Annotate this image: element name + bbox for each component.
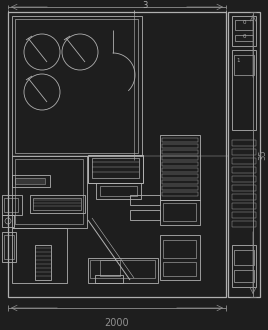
Bar: [162, 180, 198, 184]
Bar: [2, 232, 16, 262]
Text: 3: 3: [142, 2, 148, 11]
Bar: [232, 212, 256, 218]
Bar: [160, 235, 200, 280]
Bar: [234, 250, 254, 265]
Bar: [162, 192, 198, 196]
Bar: [95, 275, 123, 283]
Bar: [15, 178, 45, 184]
Bar: [4, 198, 18, 212]
Bar: [232, 245, 256, 287]
Bar: [4, 235, 14, 259]
Bar: [162, 144, 198, 148]
Bar: [88, 155, 143, 183]
Bar: [130, 195, 160, 205]
Bar: [162, 138, 198, 142]
Bar: [15, 19, 138, 153]
Bar: [234, 270, 254, 282]
Bar: [8, 12, 226, 297]
Bar: [163, 262, 196, 276]
Bar: [92, 158, 139, 178]
Bar: [232, 176, 256, 182]
Bar: [232, 185, 256, 191]
Bar: [2, 195, 22, 215]
Bar: [232, 50, 256, 130]
Bar: [90, 260, 155, 278]
Bar: [2, 215, 14, 227]
Bar: [15, 159, 83, 224]
Bar: [163, 203, 196, 221]
Bar: [96, 183, 141, 199]
Bar: [232, 221, 256, 227]
Text: 2000: 2000: [105, 318, 129, 328]
Text: 1: 1: [236, 57, 240, 62]
Bar: [162, 156, 198, 160]
Bar: [12, 175, 50, 187]
Bar: [12, 228, 67, 283]
Text: 0: 0: [242, 20, 246, 25]
Bar: [160, 135, 200, 200]
Bar: [33, 198, 81, 210]
Bar: [162, 150, 198, 154]
Bar: [162, 168, 198, 172]
Text: 0: 0: [242, 35, 246, 40]
Bar: [162, 186, 198, 190]
Bar: [232, 158, 256, 164]
Bar: [100, 186, 137, 196]
Bar: [35, 245, 51, 280]
Bar: [163, 240, 196, 258]
Bar: [12, 156, 87, 228]
Bar: [160, 200, 200, 225]
Bar: [232, 140, 256, 146]
Bar: [232, 203, 256, 209]
Bar: [30, 195, 85, 213]
Bar: [88, 258, 158, 283]
Bar: [234, 55, 254, 75]
Text: 35: 35: [258, 150, 267, 160]
Bar: [235, 20, 253, 30]
Bar: [12, 16, 142, 156]
Bar: [235, 35, 253, 41]
Bar: [162, 174, 198, 178]
Bar: [162, 162, 198, 166]
Bar: [232, 16, 256, 46]
Bar: [228, 12, 260, 297]
Bar: [232, 194, 256, 200]
Bar: [232, 167, 256, 173]
Bar: [100, 260, 120, 276]
Bar: [232, 149, 256, 155]
Bar: [130, 210, 160, 220]
